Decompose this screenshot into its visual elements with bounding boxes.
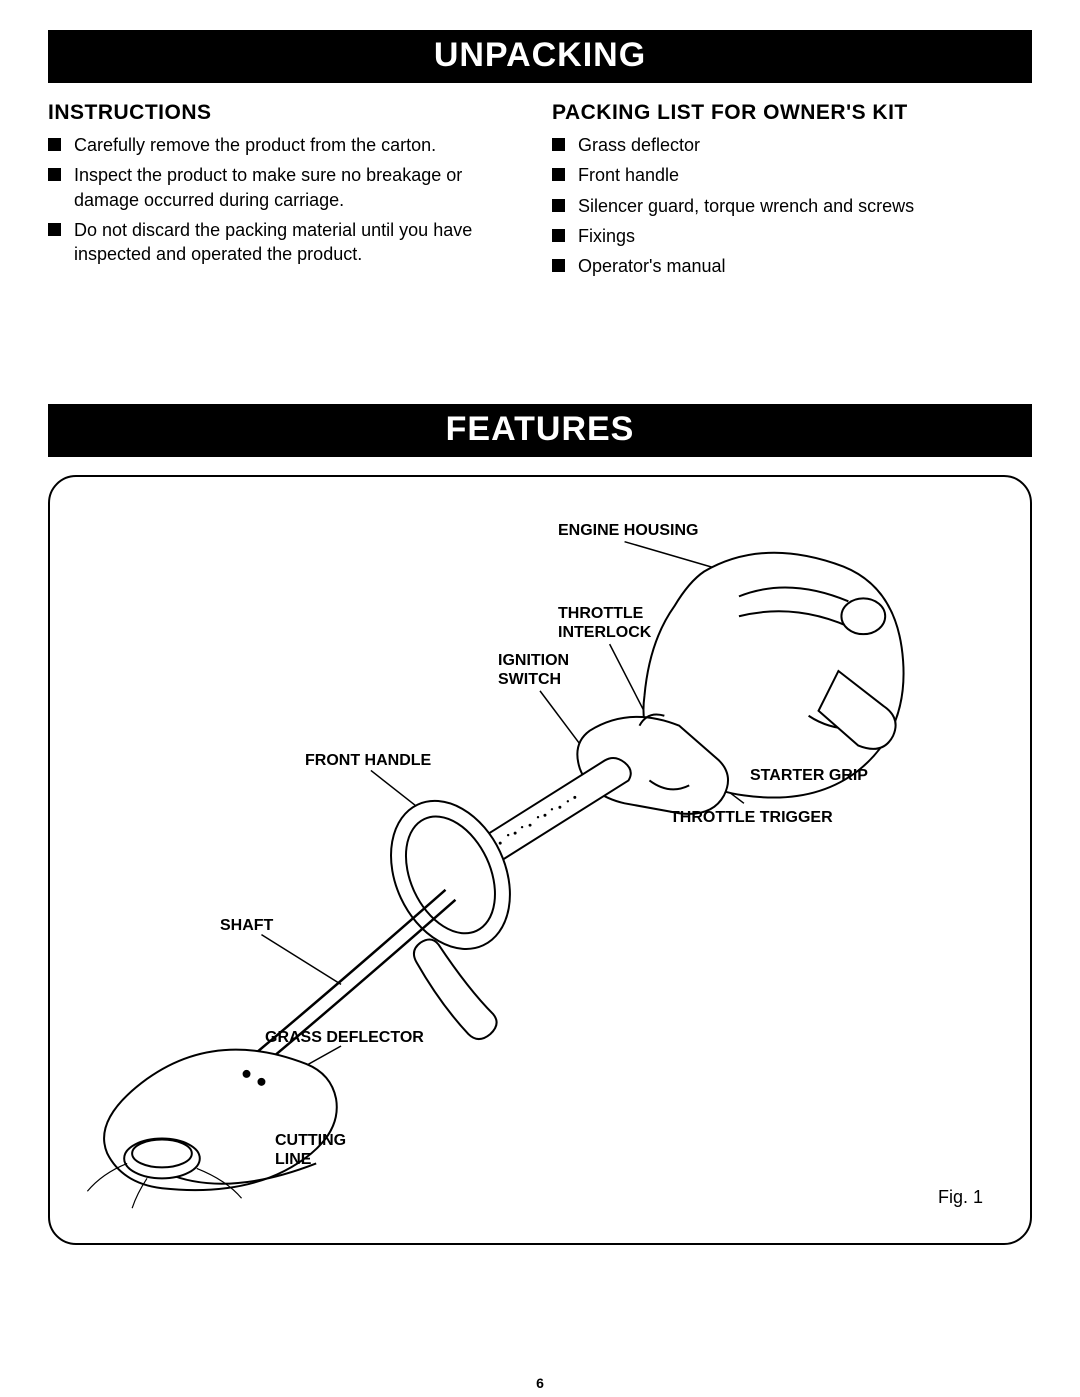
- list-item: Do not discard the packing material unti…: [48, 218, 528, 267]
- packing-list-column: PACKING LIST FOR OWNER'S KIT Grass defle…: [552, 101, 1032, 284]
- list-item: Front handle: [552, 163, 1032, 187]
- label-starter-grip: STARTER GRIP: [750, 767, 868, 785]
- features-figure: ENGINE HOUSING THROTTLE INTERLOCK IGNITI…: [48, 475, 1032, 1245]
- list-item: Inspect the product to make sure no brea…: [48, 163, 528, 212]
- instructions-column: INSTRUCTIONS Carefully remove the produc…: [48, 101, 528, 284]
- figure-caption: Fig. 1: [938, 1187, 983, 1208]
- label-front-handle: FRONT HANDLE: [305, 752, 431, 770]
- packing-list-heading: PACKING LIST FOR OWNER'S KIT: [552, 101, 1032, 125]
- label-throttle-interlock: THROTTLE INTERLOCK: [558, 605, 651, 642]
- label-shaft: SHAFT: [220, 917, 273, 935]
- label-grass-deflector: GRASS DEFLECTOR: [265, 1029, 424, 1047]
- list-item: Fixings: [552, 224, 1032, 248]
- label-engine-housing: ENGINE HOUSING: [558, 522, 698, 540]
- unpacking-columns: INSTRUCTIONS Carefully remove the produc…: [48, 101, 1032, 284]
- instructions-heading: INSTRUCTIONS: [48, 101, 528, 125]
- list-item: Carefully remove the product from the ca…: [48, 133, 528, 157]
- instructions-list: Carefully remove the product from the ca…: [48, 133, 528, 266]
- label-throttle-trigger: THROTTLE TRIGGER: [670, 809, 833, 827]
- trimmer-diagram: [50, 477, 1030, 1243]
- list-item: Grass deflector: [552, 133, 1032, 157]
- section-title-features: FEATURES: [48, 404, 1032, 457]
- list-item: Operator's manual: [552, 254, 1032, 278]
- label-cutting-line: CUTTING LINE: [275, 1132, 346, 1169]
- label-ignition-switch: IGNITION SWITCH: [498, 652, 569, 689]
- section-title-unpacking: UNPACKING: [48, 30, 1032, 83]
- list-item: Silencer guard, torque wrench and screws: [552, 194, 1032, 218]
- page-number: 6: [536, 1375, 544, 1391]
- packing-list: Grass deflector Front handle Silencer gu…: [552, 133, 1032, 278]
